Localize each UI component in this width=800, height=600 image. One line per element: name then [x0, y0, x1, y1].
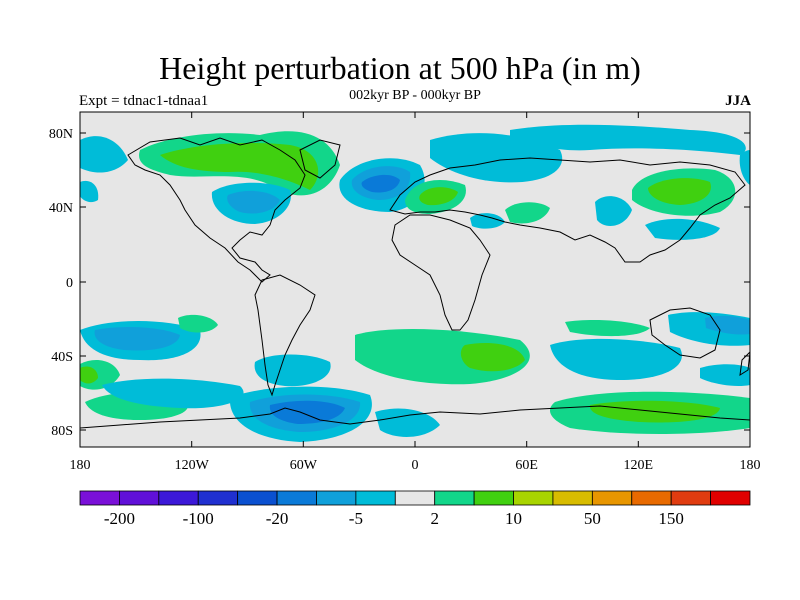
- season-label: JJA: [725, 93, 751, 109]
- colorbar-swatch: [473, 490, 514, 506]
- lat-tick-label: 80S: [51, 424, 73, 439]
- positive-anomaly-europe: [405, 180, 466, 214]
- colorbar-swatch: [591, 490, 633, 506]
- negative-anomaly-australia-core: [705, 315, 750, 335]
- colorbar-swatch: [710, 490, 751, 506]
- positive-anomaly-southern-ocean-east: [550, 391, 750, 434]
- colorbar-swatch: [237, 490, 278, 506]
- antarctica-outline: [80, 405, 750, 429]
- australia-outline: [649, 307, 721, 359]
- positive-anomaly-north-america: [139, 131, 340, 196]
- colorbar-label: -5: [349, 509, 363, 528]
- longitude-axis: 180 120W 60W 0 60E 120E 180: [70, 112, 761, 473]
- contour-field: [80, 112, 750, 447]
- negative-anomaly-russia: [430, 133, 563, 183]
- new-zealand-outline: [739, 351, 750, 376]
- lon-tick-label: 120E: [624, 458, 654, 473]
- colorbar-label: 150: [658, 509, 684, 528]
- negative-anomaly-tasman: [700, 364, 750, 387]
- positive-anomaly-south-pacific: [178, 314, 218, 333]
- negative-anomaly-south-indian: [550, 338, 682, 380]
- negative-anomaly-west-edge: [80, 180, 99, 203]
- north-america-outline: [127, 137, 306, 283]
- colorbar-swatch: [158, 490, 199, 506]
- lon-tick-label: 180: [70, 458, 91, 473]
- colorbar-swatch: [316, 490, 357, 506]
- negative-anomaly-north-atlantic: [339, 158, 425, 212]
- negative-anomaly-weddell: [375, 408, 440, 437]
- positive-anomaly-south-atlantic: [355, 328, 530, 385]
- experiment-label: Expt = tdnac1-tdnaa1: [79, 93, 209, 109]
- africa-outline: [391, 214, 491, 331]
- lat-tick-label: 40N: [49, 201, 73, 216]
- positive-anomaly-south-indian: [565, 320, 650, 337]
- map-title: Height perturbation at 500 hPa (in m): [159, 50, 641, 86]
- negative-anomaly-middle-east: [470, 213, 505, 229]
- map-subtitle: 002kyr BP - 000kyr BP: [349, 88, 481, 103]
- negative-anomaly-east-north-america: [211, 182, 291, 224]
- colorbar-swatch: [79, 490, 120, 506]
- eurasia-outline: [389, 157, 746, 263]
- lat-tick-label: 0: [66, 276, 73, 291]
- lon-tick-label: 60E: [515, 458, 538, 473]
- south-america-outline: [254, 274, 316, 397]
- colorbar-swatch: [197, 490, 239, 506]
- lon-tick-label: 0: [412, 458, 419, 473]
- negative-anomaly-south-pacific-mid: [102, 378, 244, 409]
- colorbar-swatch: [434, 490, 475, 506]
- negative-anomaly-south-asia: [595, 196, 632, 226]
- colorbar-swatch: [119, 490, 160, 506]
- colorbar-swatch: [355, 490, 396, 506]
- lon-tick-label: 180: [740, 458, 761, 473]
- lat-tick-label: 80N: [49, 127, 73, 142]
- greenland-outline: [299, 139, 341, 179]
- colorbar-swatch: [394, 490, 436, 506]
- lon-tick-label: 60W: [290, 458, 318, 473]
- colorbar-label: -20: [266, 509, 289, 528]
- lon-tick-label: 120W: [175, 458, 210, 473]
- colorbar-swatch: [631, 490, 672, 506]
- latitude-axis: 80N 40N 0 40S 80S: [49, 127, 750, 439]
- negative-anomaly-south-pacific-west: [80, 321, 201, 361]
- positive-anomaly-central-asia: [505, 202, 550, 224]
- colorbar-label: 10: [505, 509, 522, 528]
- colorbar-label: -100: [183, 509, 214, 528]
- negative-anomaly-arctic: [510, 124, 746, 155]
- positive-anomaly-east-asia: [632, 168, 736, 216]
- negative-anomaly-east-edge: [739, 150, 750, 185]
- colorbar-swatch: [552, 490, 593, 506]
- lat-tick-label: 40S: [51, 350, 73, 365]
- colorbar-swatch: [276, 490, 317, 506]
- colorbar-label: 50: [584, 509, 601, 528]
- positive-anomaly-southwest-core: [80, 366, 98, 384]
- colorbar-label: -200: [104, 509, 135, 528]
- negative-anomaly-west-pacific: [645, 218, 720, 240]
- colorbar-label: 2: [430, 509, 439, 528]
- colorbar: -200 -100 -20 -5 2 10 50 150: [79, 490, 751, 528]
- negative-anomaly-south-america: [229, 354, 372, 442]
- coastlines: [80, 137, 750, 429]
- negative-anomaly-northwest: [80, 136, 128, 173]
- colorbar-swatch: [670, 490, 711, 506]
- colorbar-swatch: [513, 490, 554, 506]
